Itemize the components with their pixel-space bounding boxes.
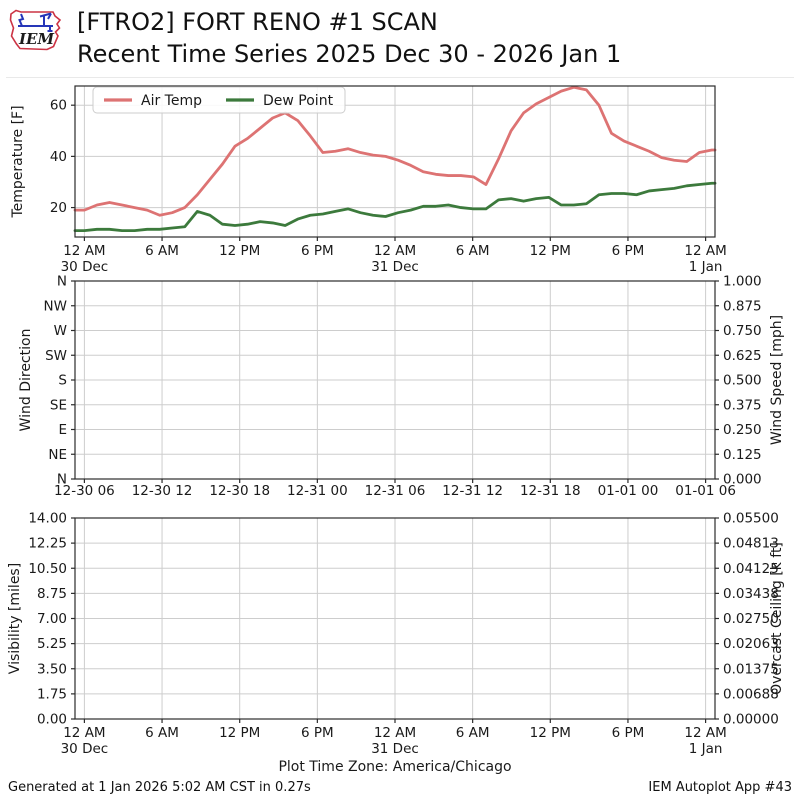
timezone-note: Plot Time Zone: America/Chicago [278, 759, 511, 775]
y2-tick-label: 0.02750 [723, 611, 779, 627]
x-tick-label: 12 PM [219, 725, 260, 741]
y-tick-label: N [57, 274, 67, 290]
legend-label: Dew Point [263, 93, 334, 109]
y2-tick-label: 0.00000 [723, 712, 779, 728]
x-tick-label: 12 PM [530, 243, 571, 259]
x-date-label: 30 Dec [61, 259, 109, 275]
y2-tick-label: 0.02063 [723, 636, 779, 652]
dew-point-line [73, 181, 717, 233]
x-date-label: 1 Jan [689, 259, 723, 275]
app-credit: IEM Autoplot App #43 [648, 780, 792, 795]
x-tick-label: 12-31 12 [442, 483, 503, 499]
iowa-outline-icon: IEM [9, 9, 62, 51]
y2-tick-label: 0.250 [723, 422, 762, 438]
y-tick-label: 5.25 [37, 636, 67, 652]
title-divider [6, 77, 794, 78]
x-tick-label: 6 PM [301, 725, 334, 741]
x-tick-label: 12 AM [63, 243, 105, 259]
y-tick-label: E [58, 422, 67, 438]
x-tick-label: 12 AM [374, 725, 416, 741]
x-tick-label: 6 AM [145, 725, 179, 741]
y-tick-label: SW [45, 348, 67, 364]
y-tick-label: 60 [50, 98, 67, 114]
y2-tick-label: 0.00688 [723, 686, 779, 702]
y-tick-label: S [58, 373, 67, 389]
y2-tick-label: 0.875 [723, 298, 762, 314]
x-tick-label: 12 AM [684, 243, 726, 259]
y2-tick-label: 0.000 [723, 472, 762, 488]
y-axis-title: Wind Direction [18, 329, 34, 432]
y-tick-label: 12.25 [28, 536, 67, 552]
legend-box [92, 86, 346, 114]
plot-wind: N NW W SW S SE E NE N 1.000 0.875 0.750 0.625 0.500 0.… [18, 274, 785, 500]
y2-tick-label: 0.03438 [723, 586, 779, 602]
y2-tick-label: 1.000 [723, 274, 762, 290]
y2-tick-label: 0.04125 [723, 561, 779, 577]
x-tick-label: 01-01 00 [598, 483, 659, 499]
legend: Air Temp Dew Point [92, 86, 346, 114]
y2-tick-label: 0.04813 [723, 536, 779, 552]
x-tick-label: 01-01 06 [675, 483, 736, 499]
y-tick-label: 0.00 [37, 712, 67, 728]
y-tick-label: 8.75 [37, 586, 67, 602]
generated-timestamp: Generated at 1 Jan 2026 5:02 AM CST in 0… [8, 780, 311, 795]
y-axis-title: Visibility [miles] [7, 563, 23, 674]
y-tick-label: W [54, 323, 67, 339]
y2-tick-label: 0.500 [723, 373, 762, 389]
x-date-label: 31 Dec [371, 741, 419, 757]
y-tick-label: 1.75 [37, 686, 67, 702]
y-tick-label: 7.00 [37, 611, 67, 627]
air-temp-line [73, 85, 717, 217]
x-tick-label: 6 AM [456, 243, 490, 259]
y-tick-label: N [57, 472, 67, 488]
x-tick-label: 12 PM [219, 243, 260, 259]
y2-tick-label: 0.01375 [723, 661, 779, 677]
y-tick-label: NE [48, 447, 67, 463]
x-tick-label: 12-31 00 [287, 483, 348, 499]
x-tick-label: 12 PM [530, 725, 571, 741]
y2-tick-label: 0.750 [723, 323, 762, 339]
x-tick-label: 12-31 06 [365, 483, 426, 499]
x-tick-label: 12-30 12 [132, 483, 193, 499]
x-tick-label: 6 AM [145, 243, 179, 259]
y-tick-label: NW [44, 298, 67, 314]
y2-axis-title: Overcast Ceiling [k ft] [769, 542, 785, 695]
y-tick-label: 10.50 [28, 561, 67, 577]
y-tick-label: 20 [50, 200, 67, 216]
y2-tick-label: 0.375 [723, 397, 762, 413]
y2-tick-label: 0.125 [723, 447, 762, 463]
x-tick-label: 12-30 06 [54, 483, 115, 499]
x-tick-label: 12 AM [63, 725, 105, 741]
page-subtitle: Recent Time Series 2025 Dec 30 - 2026 Ja… [77, 40, 622, 68]
x-tick-label: 12 AM [684, 725, 726, 741]
iem-logo-text: IEM [18, 30, 54, 48]
x-tick-label: 6 PM [301, 243, 334, 259]
y-tick-label: 14.00 [28, 511, 67, 527]
y2-axis-title: Wind Speed [mph] [769, 315, 785, 445]
x-date-label: 1 Jan [689, 741, 723, 757]
y-tick-label: SE [50, 397, 67, 413]
plot-visibility: 14.0012.2510.508.757.005.253.501.750.000… [7, 511, 785, 776]
x-tick-label: 12-31 18 [520, 483, 581, 499]
x-date-label: 31 Dec [371, 259, 419, 275]
x-tick-label: 6 PM [612, 725, 645, 741]
y2-tick-label: 0.625 [723, 348, 762, 364]
iem-logo: IEM [7, 3, 65, 61]
y-tick-label: 3.50 [37, 661, 67, 677]
y2-tick-label: 0.05500 [723, 511, 779, 527]
x-date-label: 30 Dec [61, 741, 109, 757]
x-tick-label: 12 AM [374, 243, 416, 259]
x-tick-label: 12-30 18 [209, 483, 270, 499]
y-axis-title: Temperature [F] [10, 105, 26, 218]
legend-label: Air Temp [141, 93, 202, 109]
x-tick-label: 6 AM [456, 725, 490, 741]
x-tick-label: 6 PM [612, 243, 645, 259]
y-tick-label: 40 [50, 149, 67, 165]
page-title: [FTRO2] FORT RENO #1 SCAN [77, 8, 438, 36]
